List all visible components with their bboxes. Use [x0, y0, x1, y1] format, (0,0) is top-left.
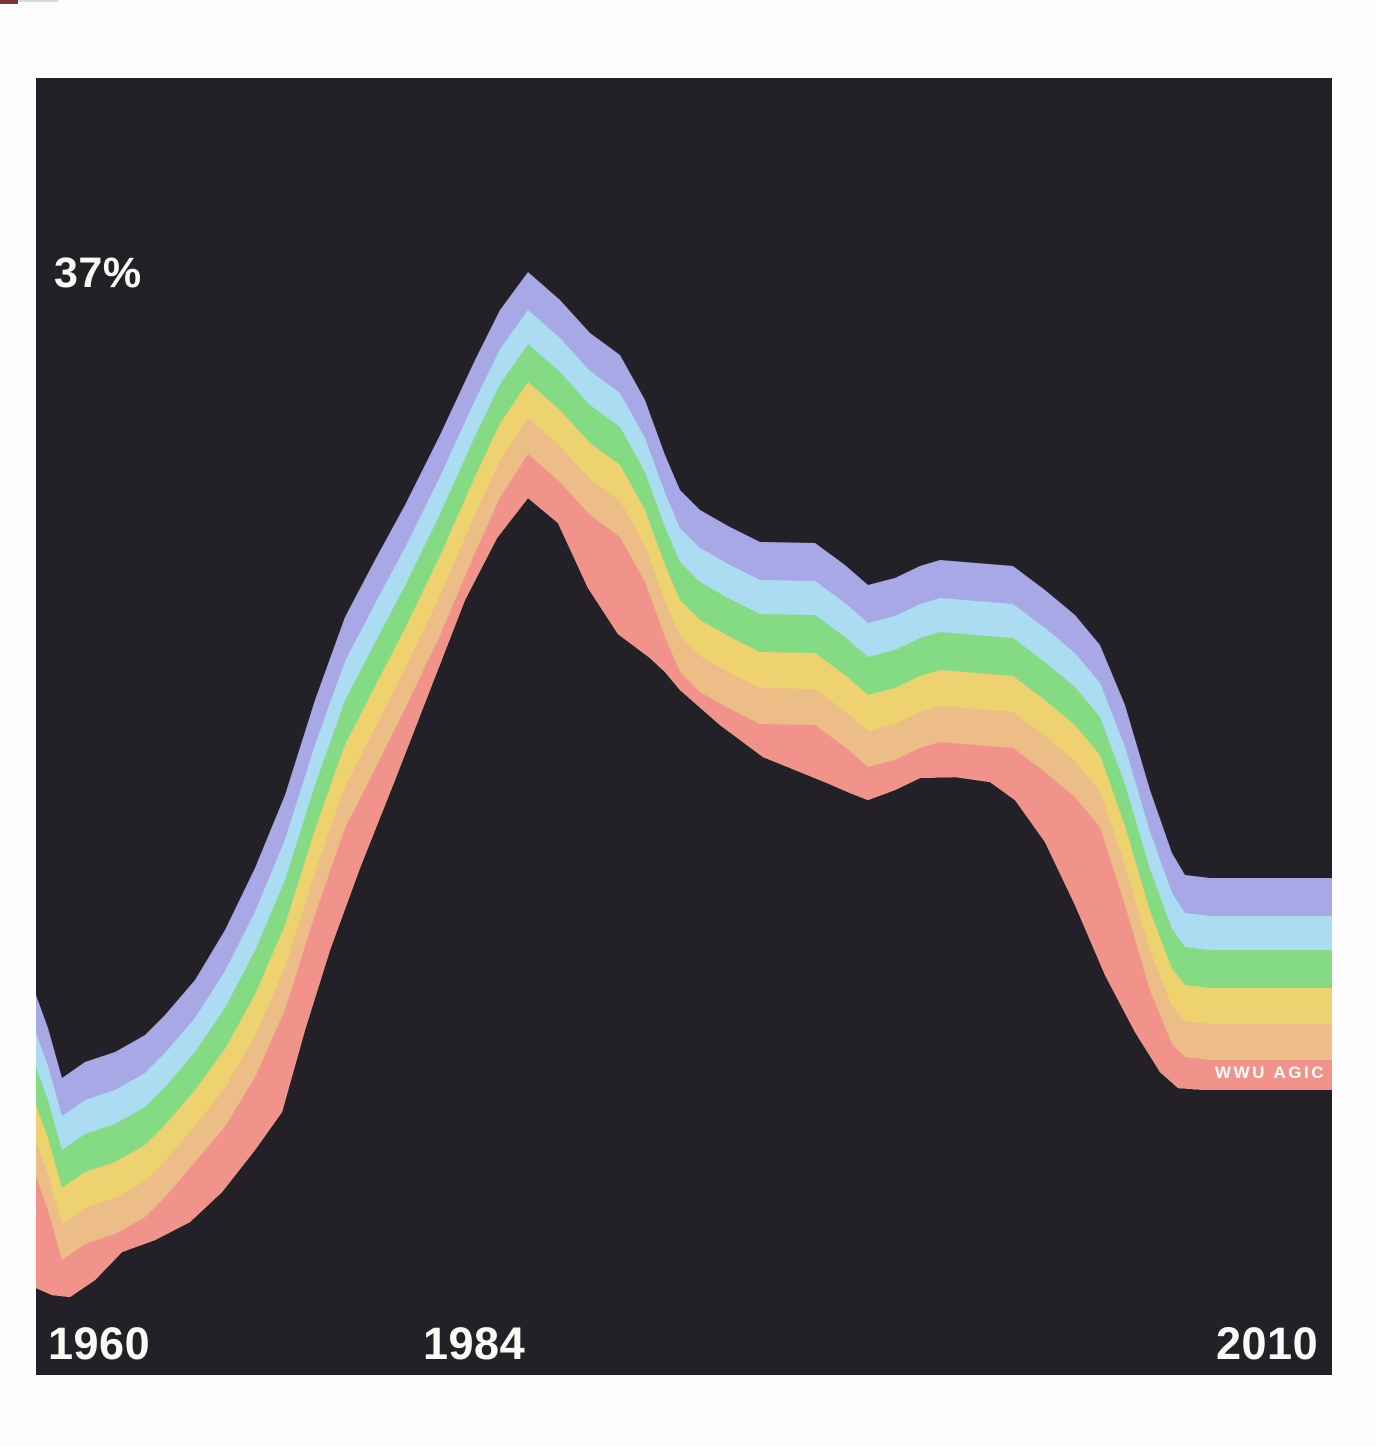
x-axis-label-1984: 1984: [423, 1318, 526, 1369]
watermark-wwu-agic: WWU AGIC: [1215, 1063, 1326, 1082]
x-axis-label-1960: 1960: [48, 1318, 151, 1369]
peak-value-label: 37%: [54, 249, 142, 297]
rainbow-bands-svg: [36, 272, 1332, 1297]
top-left-gray-line: [18, 0, 58, 2]
x-axis-label-2010: 2010: [1216, 1318, 1319, 1369]
top-left-red-artifact: [0, 0, 18, 4]
rainbow-stream-chart: 37% 1960 1984 2010 WWU AGIC: [36, 78, 1332, 1375]
band-salmon: [36, 454, 1332, 1297]
